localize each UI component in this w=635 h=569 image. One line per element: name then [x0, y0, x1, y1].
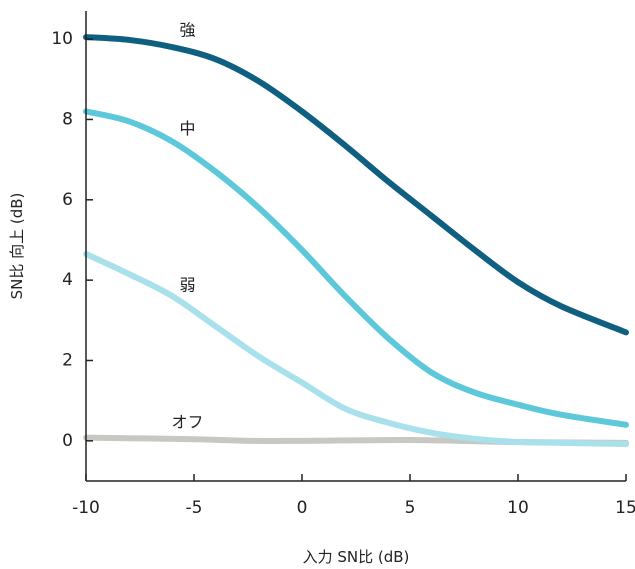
series-label-0: 強 — [179, 21, 195, 40]
series-line-2 — [83, 251, 629, 448]
series-label-2: 弱 — [179, 276, 195, 295]
y-tick-label-4: 8 — [62, 109, 73, 129]
series-line-1 — [83, 108, 629, 428]
x-tick-label-2: 0 — [297, 498, 308, 518]
series-label-1: 中 — [179, 119, 195, 138]
x-tick-label-1: -5 — [186, 498, 203, 518]
x-tick-label-4: 10 — [507, 498, 529, 518]
x-tick-label-5: 15 — [615, 498, 635, 518]
y-tick-label-2: 4 — [62, 270, 73, 290]
series-label-3: オフ — [171, 412, 203, 431]
y-tick-label-3: 6 — [62, 190, 73, 210]
y-axis-title: SN比 向上 (dB) — [8, 193, 26, 300]
x-tick-label-3: 5 — [405, 498, 416, 518]
series-line-0 — [83, 34, 629, 336]
y-tick-label-5: 10 — [51, 29, 73, 49]
x-axis-title: 入力 SN比 (dB) — [303, 548, 410, 566]
y-tick-label-0: 0 — [62, 431, 73, 451]
tick-layer: -10 -5 0 5 10 15 0 2 4 6 8 10 — [51, 29, 635, 518]
series-layer — [83, 34, 629, 448]
x-tick-label-0: -10 — [72, 498, 100, 518]
y-tick-label-1: 2 — [62, 350, 73, 370]
